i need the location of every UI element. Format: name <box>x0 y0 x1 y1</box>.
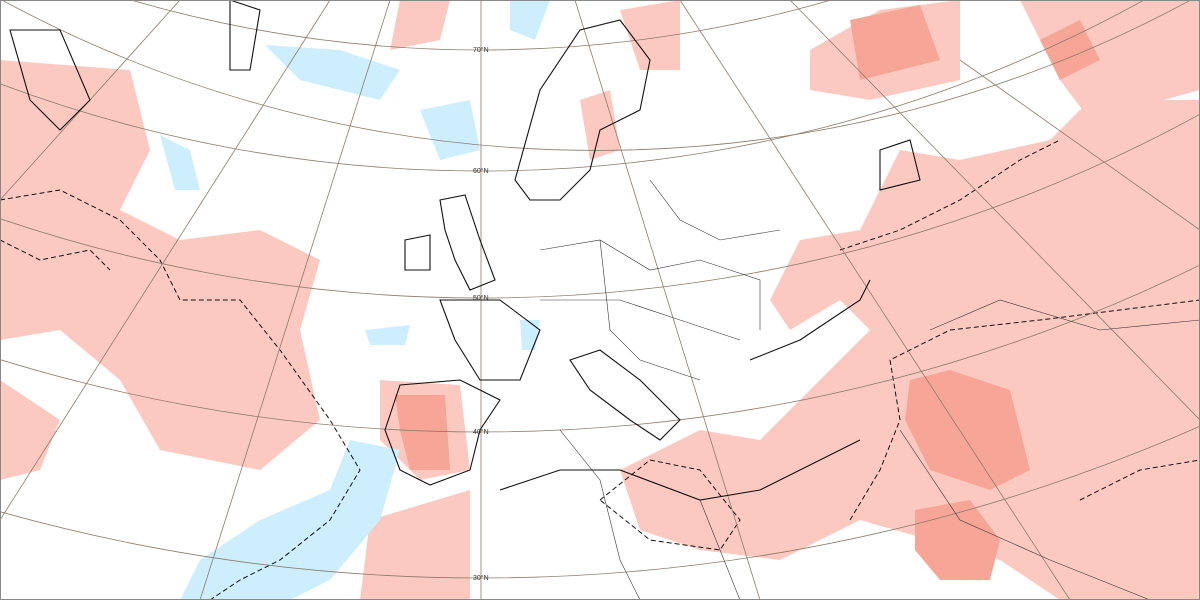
meridian <box>959 59 1200 231</box>
coastlines <box>9 0 921 501</box>
negative-anomaly <box>160 0 550 600</box>
meridian <box>574 0 761 600</box>
meridian <box>679 0 1071 600</box>
latitude-label: 30°N <box>473 574 489 582</box>
borders <box>539 179 1200 600</box>
dashed-contours <box>0 139 1200 600</box>
strong-positive-anomaly <box>395 5 1100 580</box>
latitude-label: 70°N <box>473 46 489 54</box>
meridian <box>199 0 391 600</box>
latitude-labels: 70°N 60°N 50°N 40°N 30°N <box>473 46 489 582</box>
meridian <box>789 0 1200 421</box>
latitude-label: 60°N <box>473 167 489 175</box>
meridian <box>0 0 331 521</box>
latitude-label: 50°N <box>473 294 489 302</box>
latitude-label: 40°N <box>473 428 489 436</box>
